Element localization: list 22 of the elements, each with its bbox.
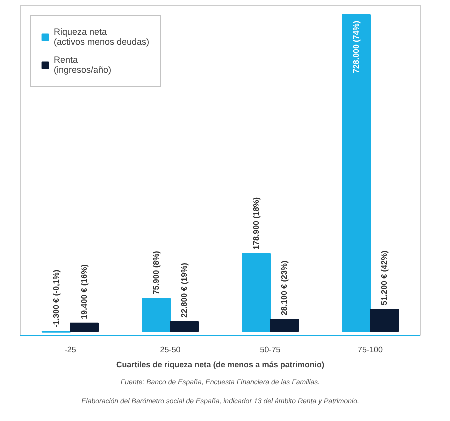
legend-label: Renta (ingresos/año) [54, 54, 112, 76]
x-tick-label: 50-75 [260, 346, 282, 354]
legend-label: Riqueza neta (activos menos deudas) [54, 26, 150, 48]
bar [370, 308, 399, 332]
data-label: 178.900 (18%) [252, 197, 261, 250]
data-label: 75.900 (8%) [152, 250, 161, 295]
data-label: -1.300 € (-0,1%) [52, 270, 61, 328]
bar [170, 321, 199, 332]
data-label: 22.800 € (19%) [180, 262, 189, 318]
bar [270, 319, 299, 332]
x-tick-label: 75-100 [358, 346, 384, 354]
bar [142, 298, 171, 332]
x-tick-label: -25 [64, 346, 77, 354]
bar [342, 14, 371, 332]
x-tick-label: 25-50 [160, 346, 182, 354]
data-label: 51.200 € (42%) [380, 250, 389, 306]
bar [70, 322, 99, 332]
data-label: 19.400 € (16%) [80, 264, 89, 320]
x-axis-title: Cuartiles de riqueza neta (de menos a más patrimonio) [116, 360, 325, 370]
data-label: 28.100 € (23%) [280, 260, 289, 316]
data-label: 728.000 (74%) [352, 20, 361, 74]
bar [242, 253, 271, 332]
